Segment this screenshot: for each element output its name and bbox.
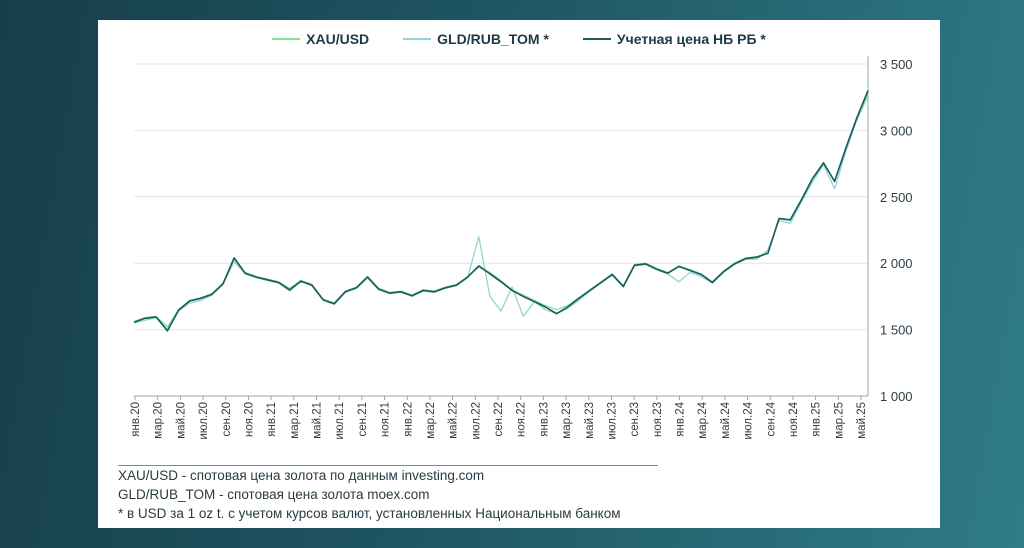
x-tick-label: июл.20 xyxy=(198,402,210,440)
x-tick-label: май.22 xyxy=(448,402,460,439)
x-tick-label: янв.20 xyxy=(130,402,142,437)
legend-label-xauusd: XAU/USD xyxy=(306,31,370,47)
series-line-2 xyxy=(133,90,869,332)
y-tick-label: 3 500 xyxy=(880,57,913,72)
x-tick-label: май.20 xyxy=(175,402,187,439)
x-tick-label: май.21 xyxy=(312,402,324,439)
x-tick-label: мар.25 xyxy=(833,402,845,439)
x-tick-label: ноя.23 xyxy=(652,402,664,437)
legend-swatch-nbrb xyxy=(582,38,611,40)
series-line-1 xyxy=(133,95,869,331)
x-tick-label: ноя.24 xyxy=(788,401,800,437)
x-tick-label: мар.24 xyxy=(697,401,709,438)
legend-label-gld-rub: GLD/RUB_TOM * xyxy=(437,31,549,47)
notes-divider xyxy=(118,465,658,466)
x-tick-label: сен.20 xyxy=(221,402,233,436)
series-line-0 xyxy=(133,92,869,328)
chart-legend: XAU/USD GLD/RUB_TOM * Учетная цена НБ РБ… xyxy=(98,28,940,50)
x-tick-label: мар.21 xyxy=(289,402,301,439)
x-tick-label: янв.25 xyxy=(811,402,823,437)
x-tick-label: янв.23 xyxy=(538,402,550,437)
x-tick-label: июл.24 xyxy=(743,401,755,439)
y-tick-label: 2 500 xyxy=(880,190,913,205)
x-tick-label: сен.21 xyxy=(357,402,369,436)
y-tick-label: 1 500 xyxy=(880,323,913,338)
legend-swatch-gld-rub xyxy=(403,38,432,40)
x-tick-label: янв.22 xyxy=(402,402,414,437)
x-tick-label: сен.23 xyxy=(629,402,641,436)
x-tick-label: мар.22 xyxy=(425,402,437,439)
x-tick-label: май.24 xyxy=(720,401,732,438)
chart-notes: XAU/USD - спотовая цена золота по данным… xyxy=(118,466,918,523)
y-tick-label: 3 000 xyxy=(880,123,913,138)
x-tick-label: ноя.22 xyxy=(516,402,528,437)
x-tick-label: июл.23 xyxy=(606,402,618,440)
x-tick-label: июл.21 xyxy=(334,402,346,440)
x-tick-label: мар.23 xyxy=(561,402,573,439)
x-tick-label: ноя.20 xyxy=(243,402,255,437)
legend-item-gld-rub: GLD/RUB_TOM * xyxy=(403,28,549,50)
note-gld-rub: GLD/RUB_TOM - спотовая цена золота moex.… xyxy=(118,487,430,502)
gold-price-chart: 1 000 1 500 2 000 2 500 3 000 3 500 янв.20 мар.… xyxy=(130,56,913,440)
legend-swatch-xauusd xyxy=(272,38,301,40)
x-tick-label: сен.22 xyxy=(493,402,505,436)
x-tick-label: май.25 xyxy=(856,402,868,439)
x-tick-label: мар.20 xyxy=(153,402,165,439)
x-tick-label: июл.22 xyxy=(470,402,482,440)
legend-label-nbrb: Учетная цена НБ РБ * xyxy=(616,31,766,47)
note-xauusd: XAU/USD - спотовая цена золота по данным… xyxy=(118,468,485,483)
legend-item-nbrb: Учетная цена НБ РБ * xyxy=(582,28,766,50)
legend-item-xauusd: XAU/USD xyxy=(272,28,369,50)
x-tick-label: сен.24 xyxy=(765,401,777,436)
y-tick-label: 2 000 xyxy=(880,256,913,271)
x-tick-label: янв.21 xyxy=(266,402,278,437)
x-tick-label: май.23 xyxy=(584,402,596,439)
y-tick-label: 1 000 xyxy=(880,389,913,404)
note-nbrb: * в USD за 1 oz t. с учетом курсов валют… xyxy=(118,506,621,521)
x-tick-label: янв.24 xyxy=(675,401,687,436)
chart-card: XAU/USD GLD/RUB_TOM * Учетная цена НБ РБ… xyxy=(98,20,940,528)
x-tick-label: ноя.21 xyxy=(380,402,392,437)
